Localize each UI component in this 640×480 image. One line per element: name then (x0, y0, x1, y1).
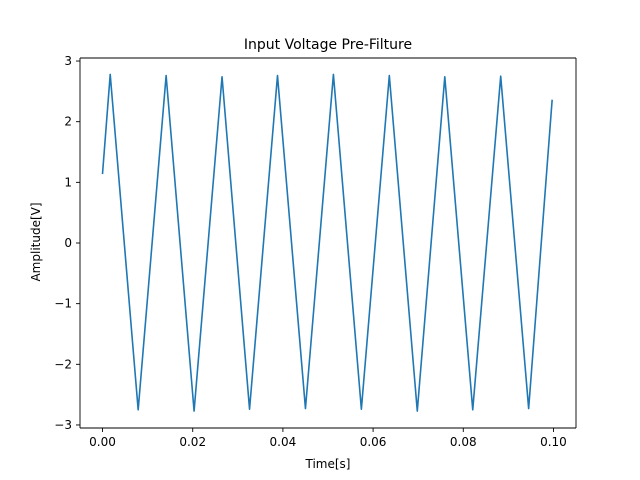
x-tick-label: 0.08 (450, 435, 477, 449)
x-tick-label: 0.00 (89, 435, 116, 449)
x-tick-label: 0.02 (179, 435, 206, 449)
y-tick-label: −3 (54, 418, 72, 432)
x-axis-label: Time[s] (305, 457, 351, 471)
plot-area (101, 73, 553, 412)
y-tick-label: −1 (54, 297, 72, 311)
y-axis-label: Amplitude[V] (29, 202, 43, 281)
y-tick-label: 2 (64, 115, 72, 129)
x-tick-label: 0.04 (270, 435, 297, 449)
y-tick-label: 0 (64, 236, 72, 250)
y-tick-label: 3 (64, 54, 72, 68)
y-tick-label: −2 (54, 357, 72, 371)
axes: 0.00 0.02 0.04 0.06 0.08 0.10 −3 −2 −1 0 1 2 3 (54, 54, 577, 449)
y-tick-label: 1 (64, 175, 72, 189)
chart-title: Input Voltage Pre-Filture (244, 37, 412, 53)
x-tick-label: 0.06 (360, 435, 387, 449)
x-tick-label: 0.10 (540, 435, 567, 449)
series-line-0 (101, 73, 553, 412)
